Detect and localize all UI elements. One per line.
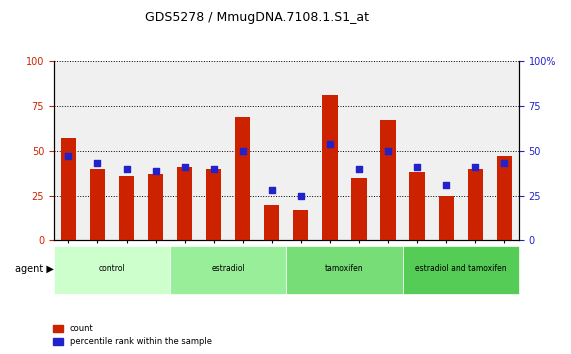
FancyBboxPatch shape [54, 246, 170, 294]
Text: GDS5278 / MmugDNA.7108.1.S1_at: GDS5278 / MmugDNA.7108.1.S1_at [145, 11, 369, 24]
Point [93, 161, 102, 166]
Point [471, 164, 480, 170]
Text: tamoxifen: tamoxifen [325, 264, 364, 273]
Text: control: control [99, 264, 126, 273]
Bar [497, 156, 512, 240]
Point [296, 193, 305, 199]
Point [122, 166, 131, 172]
Text: agent ▶: agent ▶ [15, 263, 54, 274]
Point [384, 148, 393, 154]
Bar [439, 196, 454, 240]
Bar [90, 169, 105, 240]
FancyBboxPatch shape [170, 246, 286, 294]
Bar [409, 172, 425, 240]
Legend: count, percentile rank within the sample: count, percentile rank within the sample [50, 321, 215, 350]
Point [500, 161, 509, 166]
Point [267, 187, 276, 193]
Bar [293, 210, 308, 240]
Point [325, 141, 335, 147]
Bar [206, 169, 222, 240]
Bar [119, 176, 134, 240]
FancyBboxPatch shape [403, 246, 519, 294]
Bar [61, 138, 76, 240]
Point [412, 164, 421, 170]
Text: estradiol and tamoxifen: estradiol and tamoxifen [415, 264, 506, 273]
Point [180, 164, 189, 170]
Point [238, 148, 247, 154]
Point [209, 166, 218, 172]
Bar [468, 169, 483, 240]
FancyBboxPatch shape [286, 246, 403, 294]
Point [64, 153, 73, 159]
Bar [322, 95, 337, 240]
Bar [380, 120, 396, 240]
Point [151, 168, 160, 173]
Bar [264, 205, 279, 240]
Text: estradiol: estradiol [211, 264, 245, 273]
Bar [235, 117, 250, 240]
Point [441, 182, 451, 188]
Point [355, 166, 364, 172]
Bar [177, 167, 192, 240]
Bar [351, 178, 367, 240]
Bar [148, 174, 163, 240]
